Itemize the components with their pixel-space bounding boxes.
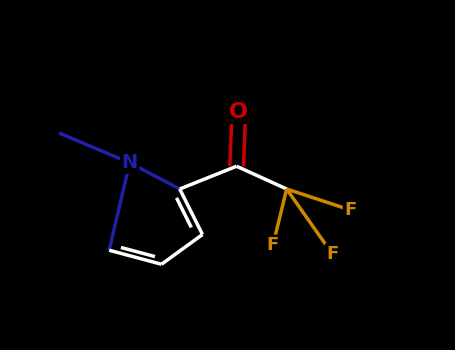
Text: O: O [229,102,248,122]
Text: F: F [267,236,279,254]
Text: F: F [326,245,338,263]
Text: F: F [344,201,356,219]
Text: N: N [121,153,138,172]
